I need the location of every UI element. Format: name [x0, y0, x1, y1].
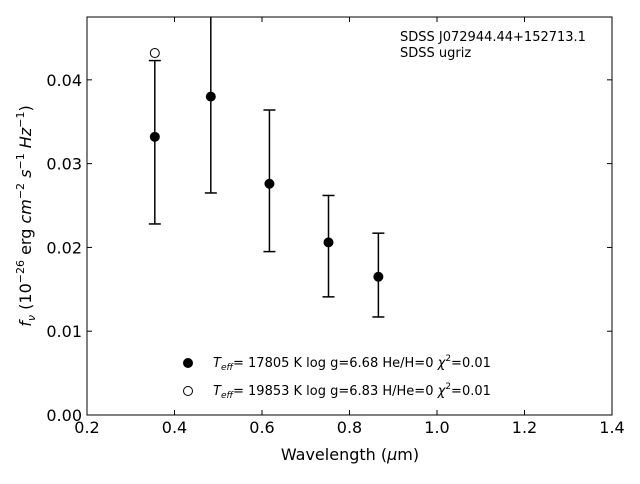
x-tick-label: 1.4 [599, 418, 624, 437]
legend-label-1: Teff= 17805 K log g=6.68 He/H=0 χ2=0.01 [213, 354, 491, 373]
data-point-open [149, 48, 160, 59]
y-tick-label: 0.04 [46, 71, 82, 90]
x-tick-label: 0.8 [337, 418, 362, 437]
data-point-filled [323, 237, 334, 248]
x-tick-label: 0.6 [249, 418, 274, 437]
axis-ticks: 0.2 0.4 0.6 0.8 1.0 1.2 1.4 0.00 0.01 0.02 0.03 0.0… [46, 17, 625, 437]
plot-frame [86, 16, 613, 416]
data-point-filled [149, 131, 160, 142]
x-tick-label: 1.0 [424, 418, 449, 437]
legend-entry-2: Teff= 19853 K log g=6.83 H/He=0 χ2=0.01 [183, 382, 491, 401]
annotation-object-name: SDSS J072944.44+152713.1 [400, 30, 586, 45]
x-tick-label: 0.4 [162, 418, 187, 437]
y-axis-label: fν (10−26 erg cm−2 s−1 Hz−1) [14, 105, 38, 326]
data-marks [148, 17, 385, 318]
legend-marker-filled-circle [183, 358, 193, 368]
x-tick-label: 1.2 [512, 418, 537, 437]
y-tick-label: 0.02 [46, 238, 82, 257]
legend-entry-1: Teff= 17805 K log g=6.68 He/H=0 χ2=0.01 [183, 354, 491, 373]
legend-label-2: Teff= 19853 K log g=6.83 H/He=0 χ2=0.01 [213, 382, 491, 401]
y-tick-label: 0.01 [46, 322, 82, 341]
data-point-filled [264, 178, 275, 189]
legend: Teff= 17805 K log g=6.68 He/H=0 χ2=0.01 … [183, 354, 491, 401]
x-tick-label: 0.2 [74, 418, 99, 437]
legend-marker-open-circle [183, 386, 193, 396]
annotation-filter-set: SDSS ugriz [400, 46, 471, 61]
data-point-filled [373, 271, 384, 282]
y-tick-label: 0.03 [46, 155, 82, 174]
y-tick-label: 0.00 [46, 406, 82, 425]
data-point-filled [205, 91, 216, 102]
x-axis-label: Wavelength (μm) [281, 445, 419, 464]
